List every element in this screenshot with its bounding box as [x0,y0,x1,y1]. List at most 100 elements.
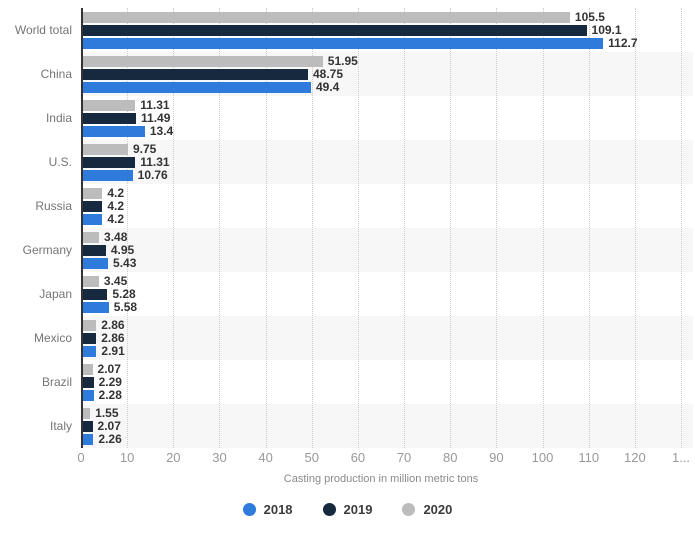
bar-row: 2.28 [83,388,681,402]
legend-item-2020[interactable]: 2020 [402,502,452,517]
bar-group: 11.31 11.49 13.4 [83,96,681,140]
x-tick-label: 20 [166,450,181,465]
legend-marker-icon [242,503,256,516]
bar-2019 [83,421,93,432]
bar-2020 [83,56,323,67]
bar-value-label: 11.31 [140,98,170,112]
bar-value-label: 4.2 [107,186,125,200]
bar-value-label: 2.86 [101,331,125,345]
bar-value-label: 3.48 [104,230,128,244]
bar-row: 13.4 [83,124,681,138]
bar-row: 2.07 [83,420,681,432]
bar-2019 [83,289,108,300]
legend-item-2018[interactable]: 2018 [242,502,293,517]
bar-group: 2.07 2.29 2.28 [83,360,681,404]
bar-2020 [83,408,91,419]
gridline [173,8,175,448]
bar-2020 [83,320,97,331]
bar-2019 [83,113,137,124]
bar-value-label: 105.5 [574,10,605,24]
x-axis: 0 10 20 30 40 50 60 70 80 90 100 110 120 1... [77,450,695,468]
bar-row: 5.58 [83,300,681,314]
gridline [265,8,267,448]
category-label: Italy [49,419,72,433]
bar-value-label: 2.86 [101,318,125,332]
y-axis-line [81,8,83,448]
legend-marker-icon [322,503,336,516]
legend-label: 2018 [263,502,293,517]
bar-2020 [83,144,128,155]
legend-item-2019[interactable]: 2019 [322,502,373,517]
bar-group: 105.5 109.1 112.7 [83,8,681,52]
bar-row: 51.95 [83,54,681,68]
bar-value-label: 48.75 [313,67,344,81]
bar-row: 1.55 [83,406,681,420]
bar-value-label: 9.75 [133,142,157,156]
bar-row: 105.5 [83,10,681,24]
gridline [450,8,452,448]
bar-2020 [83,276,99,287]
row-band [81,404,693,448]
category-label: World total [14,23,72,37]
bar-row: 4.2 [83,186,681,200]
bar-row: 48.75 [83,67,681,81]
bar-2018 [83,390,94,401]
bar-value-label: 2.28 [98,388,122,402]
gridline [588,8,590,448]
bar-value-label: 4.95 [110,243,135,257]
bar-value-label: 10.76 [137,168,168,182]
bar-2019 [83,377,94,388]
bar-2019 [83,157,136,168]
category-label: Russia [35,199,72,213]
bar-group: 3.48 4.95 5.43 [83,228,681,272]
gridline [404,8,406,448]
bar-group: 4.2 4.2 4.2 [83,184,681,228]
bar-2019 [83,69,308,80]
bar-value-label: 1.55 [95,406,119,420]
bar-row: 112.7 [83,36,681,50]
x-tick-label: 70 [396,450,412,465]
category-label: U.S. [48,155,72,169]
bar-value-label: 51.95 [327,54,358,68]
gridline [542,8,544,448]
x-tick-label: 30 [212,450,227,465]
x-tick-label: 80 [442,450,458,465]
bar-row: 109.1 [83,24,681,36]
x-tick-label: 0 [77,450,85,465]
bar-row: 2.86 [83,318,681,332]
gridline [357,8,359,448]
gridline [219,8,221,448]
bar-value-label: 2.91 [101,344,125,358]
bar-2020 [83,100,136,111]
bar-value-label: 49.4 [316,80,340,94]
category-label: India [45,111,72,125]
bar-value-label: 5.58 [113,300,138,314]
legend: 2018 2019 2020 [0,502,695,517]
bar-row: 4.2 [83,200,681,212]
x-axis-title: Casting production in million metric ton… [283,473,479,485]
bar-row: 4.2 [83,212,681,226]
bar-2018 [83,126,145,137]
legend-marker-icon [402,503,416,516]
bar-2019 [83,201,103,212]
row-band [81,228,693,272]
bar-value-label: 112.7 [608,36,638,50]
bar-2018 [83,346,97,357]
bar-group: 2.86 2.86 2.91 [83,316,681,360]
x-tick-label: 100 [531,450,554,465]
bar-value-label: 11.49 [141,111,171,125]
bar-group: 51.95 48.75 49.4 [83,52,681,96]
bar-value-label: 4.2 [107,212,125,226]
bar-value-label: 2.26 [98,432,122,446]
bar-2018 [83,170,133,181]
gridline [681,8,682,448]
bar-value-label: 5.43 [113,256,137,270]
bar-value-label: 13.4 [149,124,174,138]
bar-2020 [83,364,93,375]
legend-label: 2019 [343,502,373,517]
bar-value-label: 2.29 [98,375,122,389]
category-label: Mexico [33,331,72,345]
bar-group: 1.55 2.07 2.26 [83,404,681,448]
bar-row: 2.91 [83,344,681,358]
